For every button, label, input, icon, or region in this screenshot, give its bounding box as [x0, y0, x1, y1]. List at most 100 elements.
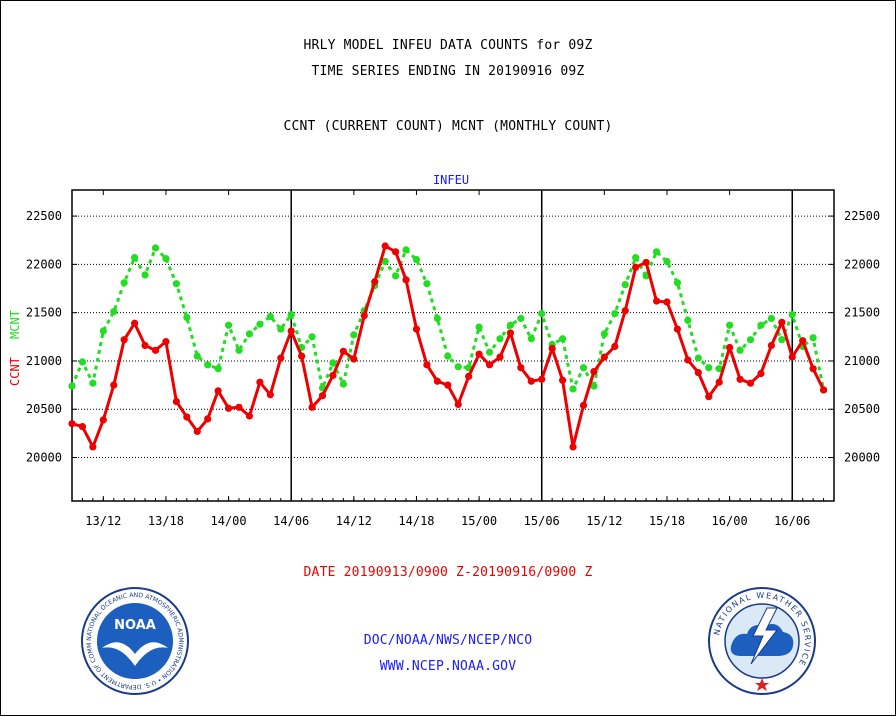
mcnt-point	[350, 331, 358, 339]
mcnt-point	[454, 363, 462, 371]
ccnt-point	[496, 353, 504, 361]
ccnt-point	[621, 307, 629, 315]
date-range: DATE 20190913/0900 Z-20190916/0900 Z	[303, 565, 593, 580]
mcnt-point	[277, 325, 285, 333]
ccnt-point	[350, 355, 358, 363]
y-tick-label-left: 20000	[26, 451, 62, 465]
ccnt-point	[485, 361, 494, 369]
mcnt-point	[705, 364, 713, 372]
mcnt-point	[611, 310, 619, 318]
ccnt-point	[705, 393, 713, 401]
ccnt-point	[371, 278, 379, 286]
ccnt-point	[673, 325, 682, 333]
mcnt-point	[652, 248, 661, 256]
ccnt-point	[329, 371, 337, 380]
ccnt-point	[548, 344, 556, 352]
ccnt-point	[287, 327, 295, 335]
ccnt-point	[308, 403, 316, 411]
svg-text:NOAA: NOAA	[114, 618, 156, 633]
ccnt-point	[819, 386, 828, 394]
ccnt-point	[318, 392, 327, 400]
mcnt-point	[131, 254, 139, 262]
x-tick-label: 15/06	[524, 514, 560, 528]
ccnt-point	[131, 319, 139, 327]
ccnt-point	[736, 375, 744, 383]
y-tick-label-right: 20000	[844, 451, 880, 465]
ccnt-point	[444, 381, 452, 389]
ccnt-point	[245, 412, 254, 420]
ccnt-point	[162, 338, 170, 346]
x-tick-label: 15/12	[586, 514, 622, 528]
mcnt-point	[235, 346, 243, 354]
ccnt-point	[726, 343, 734, 352]
ccnt-point	[788, 353, 796, 361]
mcnt-point	[162, 254, 170, 263]
ccnt-point	[151, 346, 160, 354]
plot-area-border	[71, 189, 835, 502]
ccnt-point	[433, 377, 441, 385]
ccnt-point	[89, 443, 97, 451]
ccnt-point	[298, 352, 306, 360]
ccnt-point	[120, 336, 128, 344]
y-tick-label-right: 22500	[844, 209, 880, 223]
mcnt-point	[381, 257, 389, 266]
y-tick-label-right: 21500	[844, 306, 880, 320]
mcnt-point	[89, 379, 97, 387]
x-tick-label: 15/00	[461, 514, 497, 528]
x-tick-label: 13/18	[148, 514, 184, 528]
chart-title-line-2: TIME SERIES ENDING IN 20190916 09Z	[311, 64, 585, 79]
ccnt-point	[224, 404, 233, 412]
mcnt-point	[245, 330, 254, 338]
ccnt-point	[235, 403, 243, 411]
ccnt-point	[475, 350, 483, 358]
mcnt-point	[632, 254, 640, 262]
ccnt-point	[767, 341, 775, 350]
ccnt-point	[778, 318, 786, 326]
mcnt-point	[767, 314, 775, 323]
ccnt-point	[757, 369, 765, 378]
ccnt-point	[590, 367, 598, 376]
ccnt-point	[694, 368, 702, 377]
ccnt-point	[465, 372, 473, 381]
ccnt-point	[256, 378, 264, 386]
mcnt-point	[569, 385, 577, 393]
ccnt-point	[506, 329, 515, 337]
ccnt-point	[110, 381, 118, 389]
website-link[interactable]: WWW.NCEP.NOAA.GOV	[379, 659, 517, 674]
mcnt-point	[329, 359, 337, 367]
ccnt-point	[193, 427, 201, 436]
mcnt-point	[412, 255, 421, 264]
ccnt-point	[579, 401, 588, 409]
mcnt-point	[746, 336, 755, 344]
mcnt-point	[308, 333, 316, 341]
y-tick-label-left: 22000	[26, 257, 62, 271]
mcnt-point	[110, 308, 118, 316]
noaa-logo: NOAA NATIONAL OCEANIC AND ATMOSPHERIC AD…	[80, 586, 189, 695]
mcnt-point	[736, 346, 744, 354]
x-axis-ticks: 13/12 13/18 14/00 14/06 14/12 14/18 15/00 15/06…	[81, 190, 825, 528]
y-tick-label-right: 21000	[844, 354, 880, 368]
series-ccnt	[68, 242, 828, 451]
mcnt-point	[433, 314, 441, 323]
ccnt-point	[652, 297, 661, 305]
mcnt-point	[694, 354, 702, 362]
mcnt-point	[391, 272, 400, 280]
mcnt-point	[151, 244, 160, 252]
x-tick-label: 16/00	[712, 514, 748, 528]
ccnt-point	[68, 420, 76, 428]
mcnt-point	[517, 314, 525, 323]
mcnt-point	[256, 320, 264, 328]
mcnt-point	[172, 280, 180, 288]
mcnt-point	[621, 281, 629, 289]
mcnt-point	[402, 246, 410, 254]
plot-title: INFEU	[433, 173, 469, 187]
mcnt-point	[339, 380, 347, 388]
mcnt-point	[538, 310, 546, 318]
mcnt-point	[559, 335, 567, 343]
ccnt-point	[642, 258, 650, 267]
mcnt-point	[788, 310, 796, 319]
mcnt-point	[99, 327, 107, 335]
ccnt-point	[266, 391, 274, 399]
ccnt-point	[799, 337, 807, 345]
grid-lines	[72, 215, 834, 459]
